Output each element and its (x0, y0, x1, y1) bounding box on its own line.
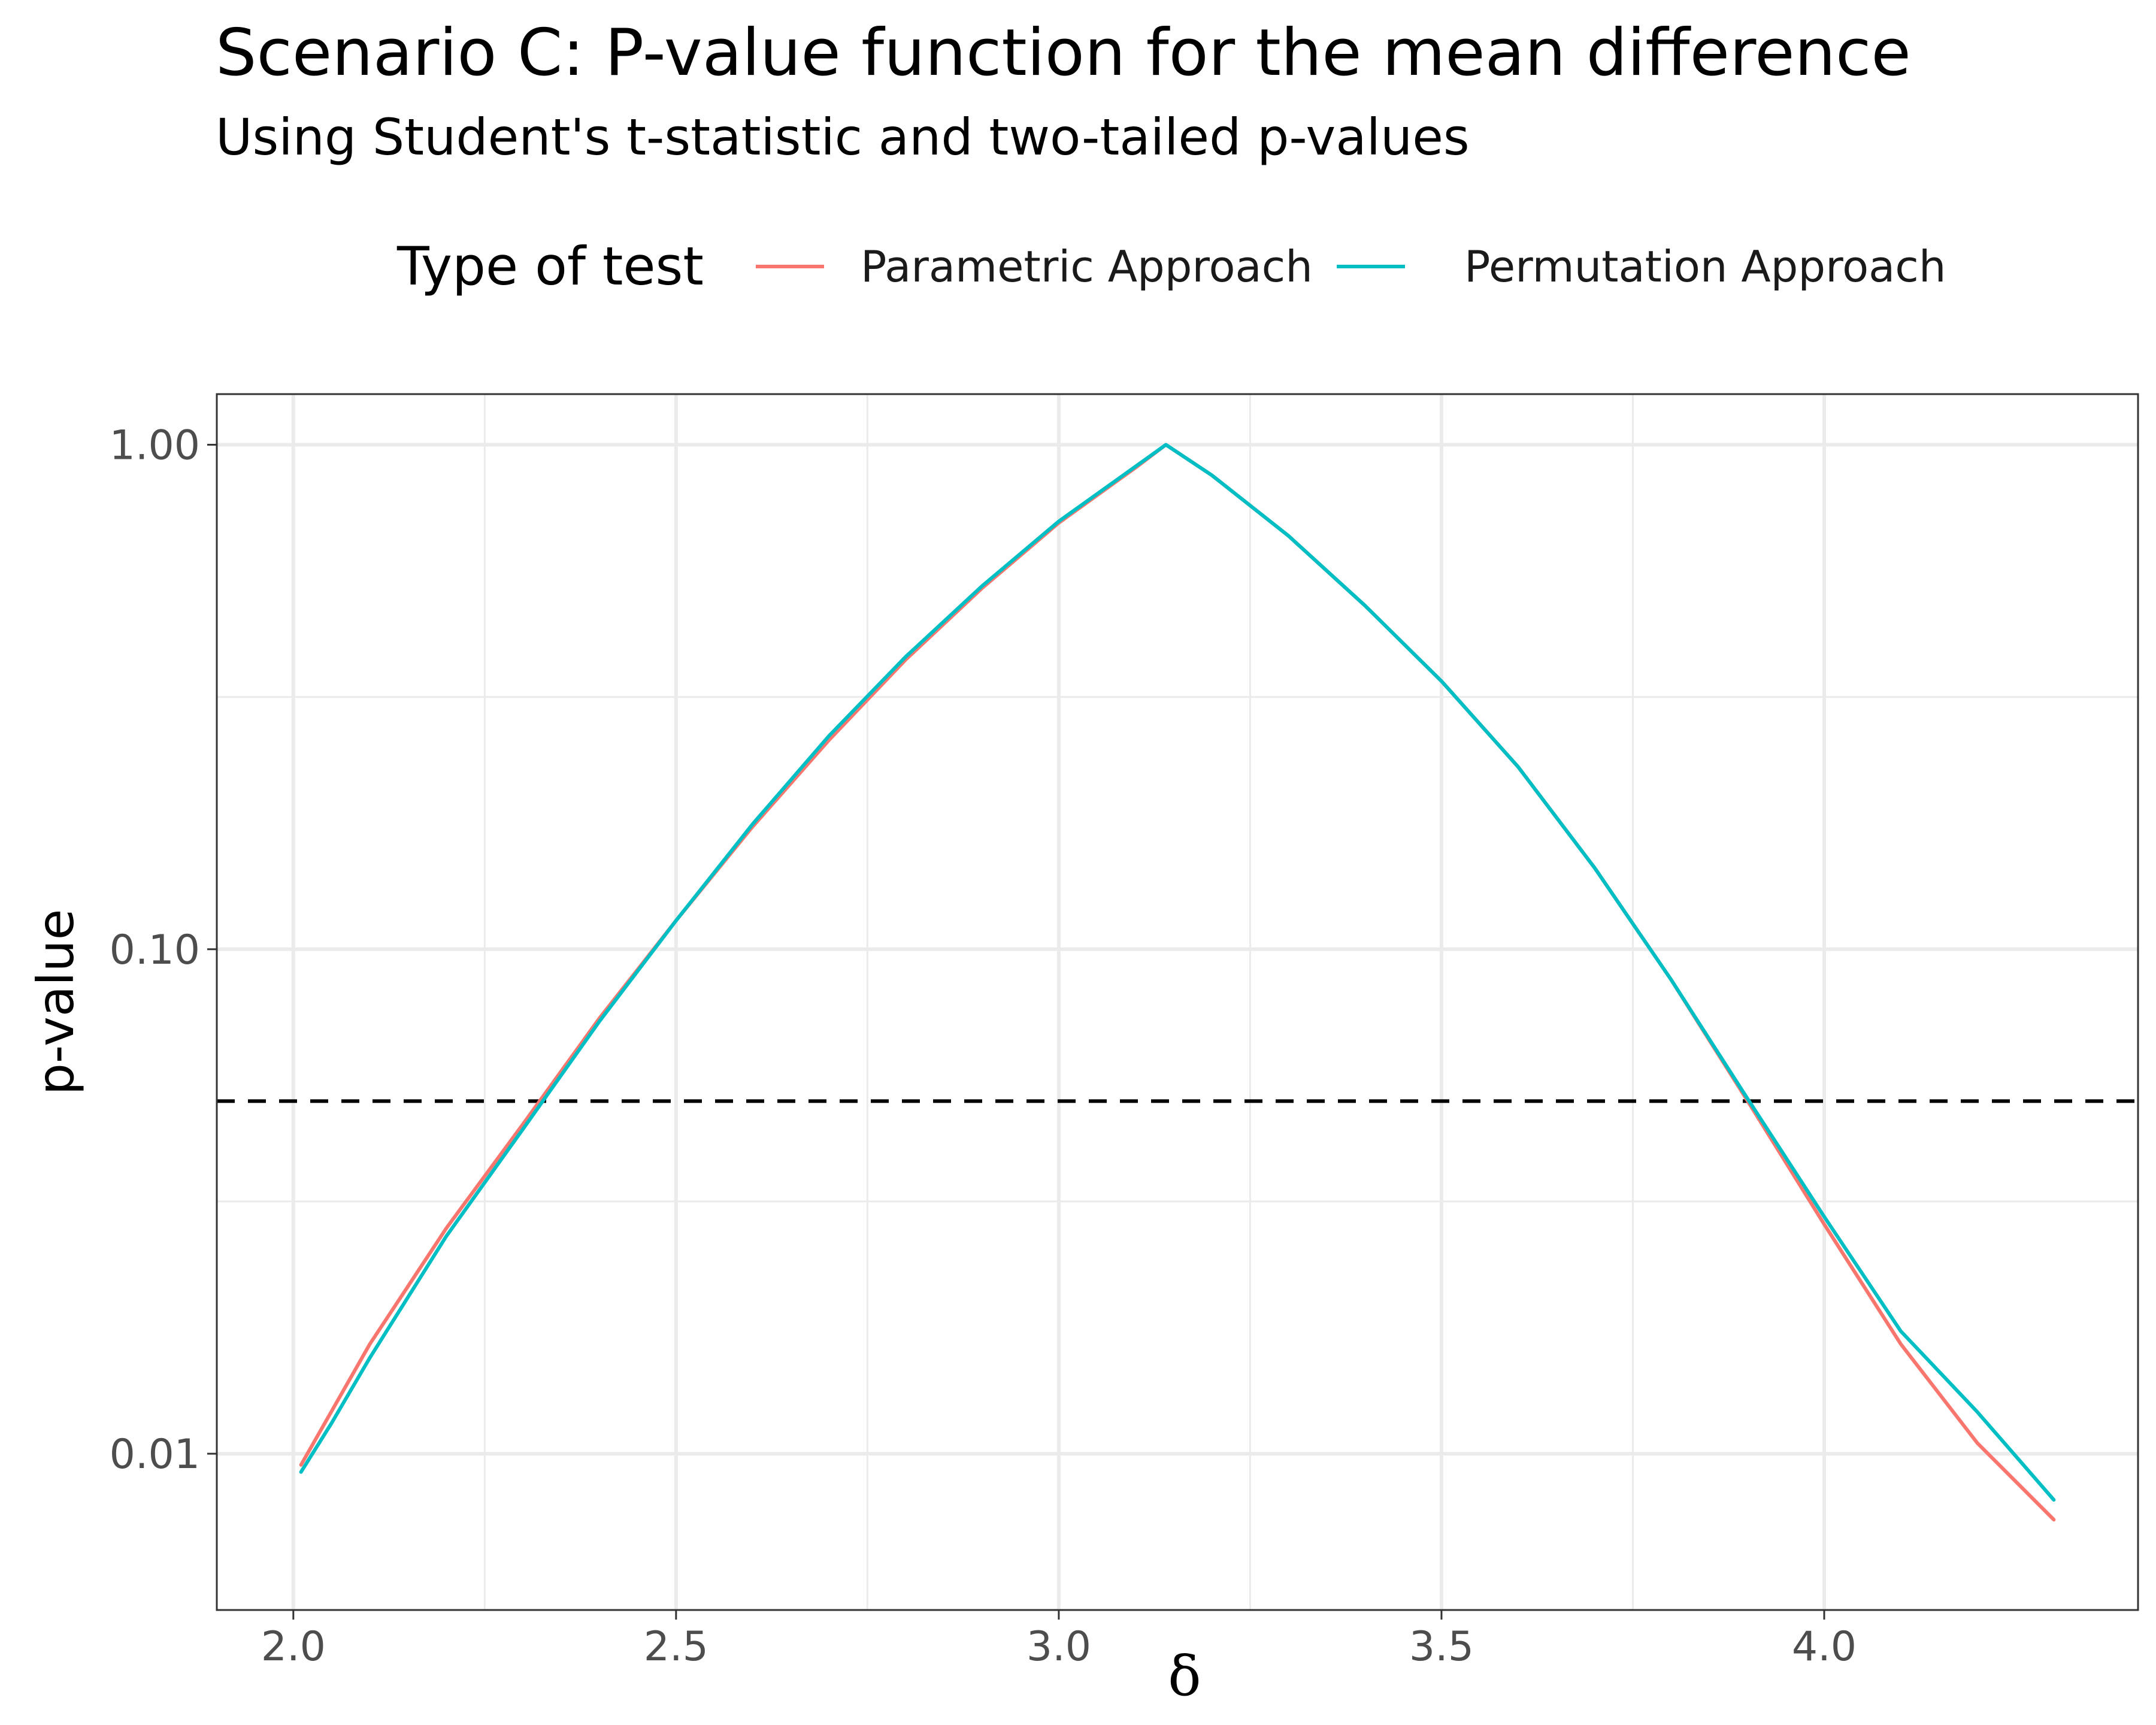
chart-subtitle: Using Student's t-statistic and two-tail… (216, 108, 1470, 167)
series-line-permutation (299, 443, 2056, 1502)
legend: Type of test Parametric Approach Permuta… (396, 235, 1946, 297)
legend-label-permutation: Permutation Approach (1464, 241, 1946, 292)
x-tick-label: 3.5 (1409, 1623, 1474, 1670)
grid-lines (217, 394, 2138, 1610)
x-tick-label: 4.0 (1792, 1623, 1857, 1670)
panel-background (217, 394, 2138, 1610)
chart-title: Scenario C: P-value function for the mea… (216, 16, 1911, 90)
x-tick-label: 3.0 (1026, 1623, 1091, 1670)
x-tick-label: 2.5 (644, 1623, 708, 1670)
plot-panel (216, 393, 2139, 1611)
x-axis-title: δ (1168, 1644, 1201, 1708)
y-tick-label: 0.10 (110, 927, 200, 974)
y-axis-ticks: 0.01 0.10 1.00 (110, 422, 217, 1478)
legend-label-parametric: Parametric Approach (861, 241, 1313, 292)
series-layer (299, 443, 2056, 1522)
legend-title: Type of test (396, 235, 704, 297)
y-axis-title: p-value (26, 909, 85, 1095)
y-tick-label: 1.00 (110, 422, 200, 470)
x-axis-ticks: 2.0 2.5 3.0 3.5 4.0 (261, 1610, 1857, 1670)
y-tick-label: 0.01 (110, 1431, 200, 1478)
panel-border (216, 393, 2139, 1611)
x-tick-label: 2.0 (261, 1623, 326, 1670)
